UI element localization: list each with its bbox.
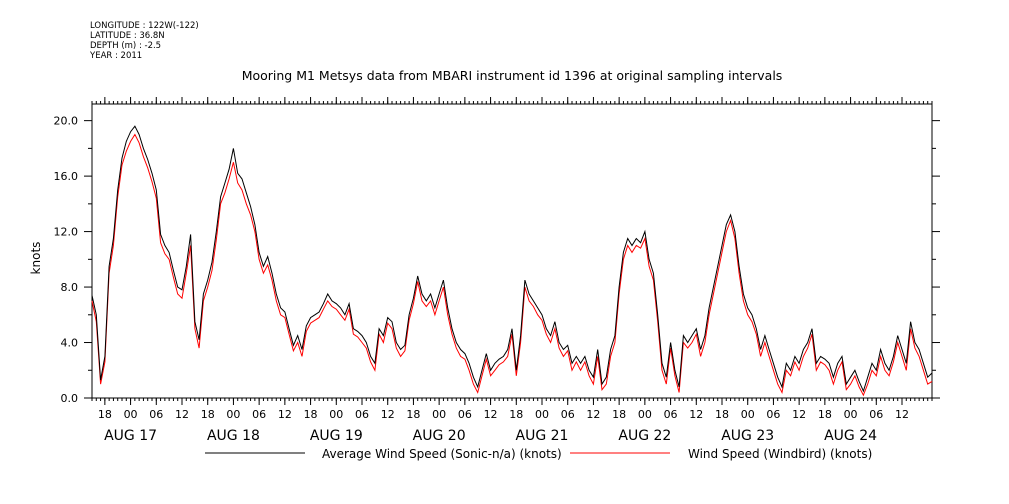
plot-frame bbox=[91, 103, 933, 399]
x-tick-label: 06 bbox=[149, 408, 163, 421]
x-tick-label: 12 bbox=[689, 408, 703, 421]
x-tick-label: 00 bbox=[535, 408, 549, 421]
x-tick-label: 18 bbox=[201, 408, 215, 421]
y-tick-label: 4.0 bbox=[61, 337, 79, 350]
x-tick-label: 06 bbox=[561, 408, 575, 421]
x-tick-label: 00 bbox=[226, 408, 240, 421]
year-label: YEAR : 2011 bbox=[90, 51, 143, 61]
x-tick-label: 00 bbox=[741, 408, 755, 421]
plot-border bbox=[91, 103, 933, 399]
x-tick-label: 00 bbox=[124, 408, 138, 421]
chart-title: Mooring M1 Metsys data from MBARI instru… bbox=[242, 68, 783, 83]
x-date-label: AUG 19 bbox=[310, 428, 363, 444]
longitude-label: LONGITUDE : 122W(-122) bbox=[90, 21, 199, 31]
mooring-metadata: LONGITUDE : 122W(-122) LATITUDE : 36.8N … bbox=[90, 21, 199, 61]
x-tick-label: 00 bbox=[638, 408, 652, 421]
y-tick-label: 16.0 bbox=[54, 170, 79, 183]
y-tick-label: 8.0 bbox=[61, 281, 79, 294]
y-tick-label: 0.0 bbox=[61, 392, 79, 405]
x-tick-label: 06 bbox=[355, 408, 369, 421]
x-tick-label: 06 bbox=[869, 408, 883, 421]
y-tick-label: 20.0 bbox=[54, 115, 79, 128]
legend-label: Average Wind Speed (Sonic-n/a) (knots) bbox=[322, 447, 562, 461]
x-date-label: AUG 17 bbox=[104, 428, 157, 444]
x-date-label: AUG 21 bbox=[516, 428, 569, 444]
x-date-label: AUG 18 bbox=[207, 428, 260, 444]
legend-label: Wind Speed (Windbird) (knots) bbox=[688, 447, 872, 461]
x-tick-label: 18 bbox=[304, 408, 318, 421]
y-tick-label: 12.0 bbox=[54, 226, 79, 239]
x-date-label: AUG 24 bbox=[824, 428, 877, 444]
x-date-label: AUG 23 bbox=[721, 428, 774, 444]
x-tick-label: 00 bbox=[329, 408, 343, 421]
x-tick-label: 18 bbox=[509, 408, 523, 421]
y-axis-label: knots bbox=[29, 242, 43, 275]
x-tick-label: 06 bbox=[664, 408, 678, 421]
x-tick-label: 06 bbox=[766, 408, 780, 421]
x-tick-label: 00 bbox=[844, 408, 858, 421]
x-tick-label: 12 bbox=[895, 408, 909, 421]
x-date-label: AUG 22 bbox=[618, 428, 671, 444]
x-tick-label: 12 bbox=[586, 408, 600, 421]
x-tick-label: 18 bbox=[818, 408, 832, 421]
depth-label: DEPTH (m) : -2.5 bbox=[90, 41, 162, 51]
x-tick-label: 12 bbox=[381, 408, 395, 421]
x-tick-label: 12 bbox=[792, 408, 806, 421]
x-tick-label: 18 bbox=[612, 408, 626, 421]
x-tick-label: 18 bbox=[98, 408, 112, 421]
y-axis: 0.0 4.0 8.0 12.0 16.0 20.0 bbox=[54, 115, 940, 405]
latitude-label: LATITUDE : 36.8N bbox=[90, 31, 165, 41]
x-tick-label: 18 bbox=[715, 408, 729, 421]
legend: Average Wind Speed (Sonic-n/a) (knots) Wi… bbox=[205, 447, 872, 461]
series-line bbox=[91, 133, 933, 397]
x-tick-label: 12 bbox=[175, 408, 189, 421]
x-tick-label: 18 bbox=[406, 408, 420, 421]
x-tick-label: 12 bbox=[484, 408, 498, 421]
x-tick-label: 06 bbox=[252, 408, 266, 421]
x-axis: 18 00 06 12 18 00 06 12 18 00 06 12 18 00 06 12 18 00 06 12… bbox=[91, 97, 933, 444]
x-date-label: AUG 20 bbox=[413, 428, 466, 444]
x-tick-label: 12 bbox=[278, 408, 292, 421]
x-tick-label: 06 bbox=[458, 408, 472, 421]
series-line bbox=[91, 125, 933, 393]
x-tick-label: 00 bbox=[432, 408, 446, 421]
series-layer bbox=[91, 125, 933, 397]
